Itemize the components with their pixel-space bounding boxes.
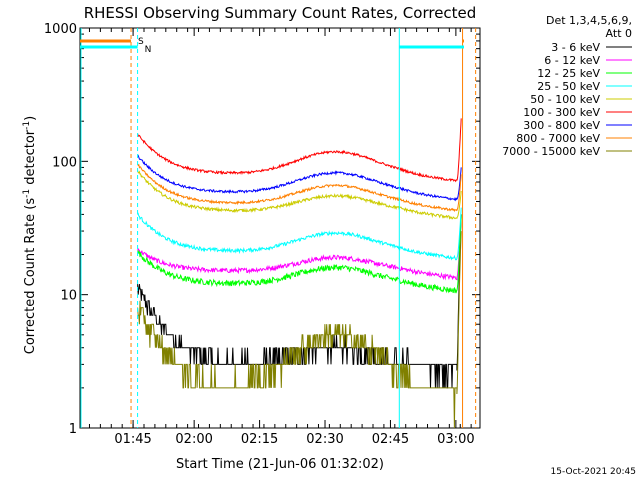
y-label-main: Corrected Count Rate (s	[23, 198, 38, 355]
x-tick-label: 02:45	[372, 432, 409, 447]
legend-entry-label: 3 - 6 keV	[551, 41, 600, 54]
y-label-end: )	[23, 116, 38, 121]
series-line-7	[137, 163, 462, 213]
x-tick-label: 02:15	[241, 432, 278, 447]
series-line-5	[137, 118, 462, 183]
series-line-1	[137, 214, 462, 281]
x-axis-ticks: 01:45 02:00 02:15 02:30 02:45 03:00	[88, 28, 475, 447]
series-line-4	[137, 170, 462, 220]
x-tick-label: 02:30	[306, 432, 343, 447]
series-line-8	[137, 231, 462, 429]
legend-header-line-2: Att 0	[606, 27, 632, 40]
n-marker-label: N	[145, 45, 152, 55]
legend-header-line-1: Det 1,3,4,5,6,9,	[546, 14, 632, 27]
y-tick-label: 10	[60, 289, 77, 304]
y-tick-label: 1	[69, 422, 77, 437]
y-tick-label: 100	[52, 155, 77, 170]
x-tick-label: 01:45	[114, 432, 151, 447]
series-line-6	[137, 154, 462, 202]
x-tick-label: 03:00	[437, 432, 474, 447]
series-layer	[137, 118, 462, 429]
y-label-sup1: -1	[22, 189, 32, 198]
x-axis-label: Start Time (21-Jun-06 01:32:02)	[176, 457, 384, 472]
plot-frame	[79, 27, 481, 429]
series-line-2	[137, 214, 462, 294]
legend-entry-label: 12 - 25 keV	[537, 67, 600, 80]
y-tick-label: 1000	[44, 22, 77, 37]
legend-entry-label: 800 - 7000 keV	[516, 132, 600, 145]
s-marker-label: S	[138, 37, 144, 47]
legend-entry-label: 25 - 50 keV	[537, 80, 600, 93]
legend-entry-label: 50 - 100 keV	[530, 93, 600, 106]
legend-entry-label: 100 - 300 keV	[523, 106, 600, 119]
legend: Det 1,3,4,5,6,9, Att 0	[546, 14, 632, 40]
y-axis-label: Corrected Count Rate (s-1 detector-1)	[22, 116, 38, 354]
legend-entry-label: 300 - 800 keV	[523, 119, 600, 132]
chart-title: RHESSI Observing Summary Count Rates, Co…	[84, 4, 477, 22]
x-tick-label: 02:00	[175, 432, 212, 447]
legend-entry-label: 6 - 12 keV	[544, 54, 600, 67]
markers-layer: SN	[80, 28, 477, 428]
legend-entry-label: 7000 - 15000 keV	[502, 145, 600, 158]
y-label-sup2: -1	[22, 121, 32, 130]
series-line-3	[137, 207, 462, 261]
plot-border	[79, 27, 481, 429]
y-label-mid: detector	[23, 129, 38, 189]
footer-date: 15-Oct-2021 20:45	[551, 467, 636, 477]
y-axis-ticks: 1 10 100 1000	[44, 22, 480, 437]
